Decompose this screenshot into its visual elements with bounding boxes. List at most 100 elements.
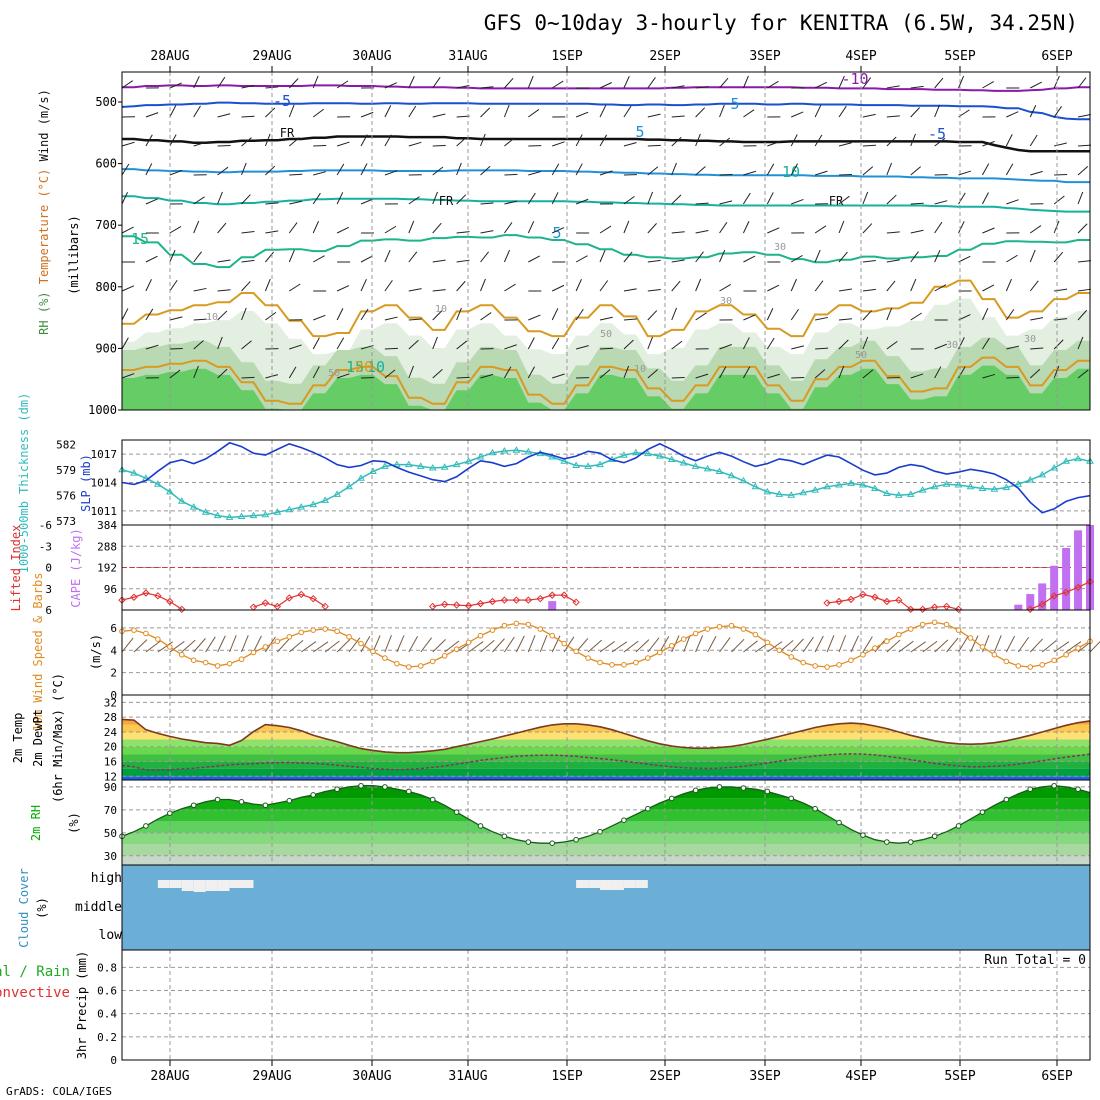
wind-barb (265, 165, 276, 176)
wind-barb (504, 222, 513, 234)
rh2m-point (453, 809, 460, 815)
wind10m-barb (217, 635, 226, 653)
wind10m-barb (731, 638, 745, 653)
isotherm-0 (122, 135, 1090, 153)
wind10m-point (668, 642, 675, 649)
y-tick-label: 0 (110, 1054, 117, 1067)
y-tick-label: 32 (104, 696, 117, 709)
wind10m-point (907, 626, 914, 632)
wind-barb (312, 337, 320, 350)
wind10m-barb (300, 641, 317, 653)
wind10m-barb (1041, 640, 1057, 653)
wind-barb (838, 365, 845, 379)
wind-barb (1077, 191, 1084, 205)
wind10m-barb (336, 639, 351, 653)
wind-barb (241, 230, 255, 234)
wind-barb (456, 162, 462, 176)
cloud-ylabel-units: (%) (35, 897, 49, 919)
rh-contour-label: 10 (435, 304, 447, 315)
wind-barb (336, 373, 350, 379)
wind-barb (1006, 254, 1018, 263)
wind-barb (838, 142, 852, 147)
thickness-point (548, 453, 557, 460)
rh2m-point (1027, 786, 1034, 792)
thickness-point (488, 448, 497, 456)
thickness-point (309, 500, 318, 508)
rh2m-point (286, 797, 293, 804)
wind10m-barb (970, 635, 979, 653)
lifted-point (847, 595, 855, 604)
wind-barb (982, 81, 994, 89)
wind-barb (336, 192, 344, 205)
wind10m-point (872, 645, 878, 651)
wind-barb (599, 249, 606, 263)
cloud-layer-label: high (91, 871, 122, 886)
wind10m-point (621, 662, 627, 668)
wind-barb (145, 344, 159, 350)
y-tick-label: 0.2 (97, 1031, 117, 1044)
thickness-point (799, 488, 808, 496)
wind-barb (575, 278, 582, 292)
rh2m-point (716, 784, 723, 790)
wind10m-point (788, 654, 795, 660)
wind10m-barb (133, 639, 148, 653)
thickness-point (823, 482, 831, 490)
thickness-point (990, 485, 999, 492)
wind10m-point (836, 662, 842, 668)
wind-barb (599, 170, 613, 176)
wind10m-barb (121, 637, 134, 653)
wind-barb (360, 163, 368, 176)
wind-barb (1053, 106, 1062, 118)
rh-contour-label: 50 (328, 368, 340, 379)
wind10m-barb (1089, 640, 1100, 653)
rh2m-point (860, 832, 866, 838)
y-tick-label: 28 (104, 711, 117, 724)
wind-barb (145, 255, 158, 263)
wind-barb (456, 194, 467, 205)
wind-barb (551, 192, 559, 205)
wind-barb (121, 226, 134, 234)
wind10m-barb (396, 635, 405, 653)
wind10m-point (501, 622, 508, 629)
wind-barb (1077, 223, 1088, 234)
wind-barb (480, 165, 491, 176)
wind-barb (743, 109, 755, 118)
thickness-point (691, 462, 700, 469)
lifted-point (1062, 588, 1070, 596)
wind10m-point (250, 649, 257, 656)
rh-contour-label: 30 (946, 340, 958, 351)
cloud-high-block (169, 880, 182, 888)
wind-barb (360, 111, 374, 118)
wind-barb (623, 318, 637, 321)
thickness-point (165, 487, 174, 495)
wind-barb (767, 80, 779, 89)
isotherm-label: FR (439, 194, 454, 208)
thickness-point (369, 467, 377, 474)
wind-barb (432, 336, 438, 350)
y-tick-label: 1011 (91, 505, 118, 518)
y-tick-label: 24 (104, 726, 118, 739)
wind10m-barb (539, 635, 548, 653)
lifted-line (492, 599, 505, 603)
wind10m-barb (922, 640, 938, 653)
lifted-point (918, 605, 927, 613)
thickness-point (225, 513, 234, 520)
ylabel-part: RH (%) (37, 284, 51, 335)
wind10m-point (489, 627, 496, 633)
wind10m-point (991, 651, 998, 658)
wind-barb (814, 81, 828, 89)
wind10m-barb (1029, 638, 1044, 653)
wind-barb (241, 115, 255, 118)
wind-barb (647, 259, 661, 263)
wind-barb (217, 368, 228, 379)
y-tick-label: 582 (56, 438, 76, 451)
thickness-point (297, 503, 306, 510)
wind-barb (671, 115, 685, 118)
wind10m-point (525, 621, 532, 628)
isotherm-label: FR (280, 126, 295, 140)
wind10m-barb (420, 637, 433, 653)
wind-barb (360, 255, 373, 263)
wind-barb (241, 84, 255, 89)
wind-barb (480, 373, 494, 379)
y-tick-label: 0.4 (97, 1008, 117, 1021)
